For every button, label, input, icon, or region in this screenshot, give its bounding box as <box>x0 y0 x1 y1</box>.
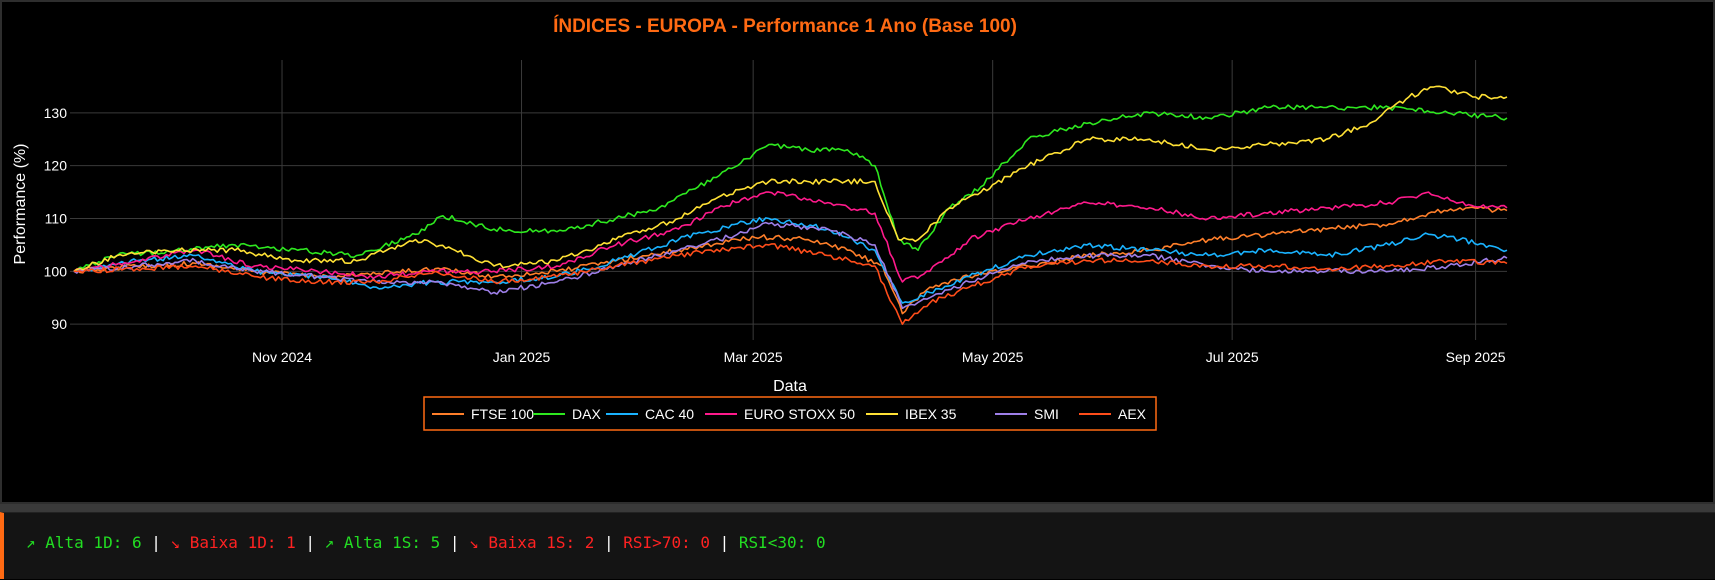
x-tick-label: Jan 2025 <box>493 349 551 365</box>
y-axis-ticks: 90 100 110 120 130 <box>44 105 68 332</box>
x-tick-label: Jul 2025 <box>1206 349 1259 365</box>
panel-divider <box>0 504 1715 512</box>
series-line-aex <box>73 243 1508 325</box>
rsi-above-70-stat: RSI>70: 0 <box>623 533 710 552</box>
y-tick-label: 120 <box>44 158 68 174</box>
series-line-cac-40 <box>73 216 1508 304</box>
stat-separator: | <box>440 533 470 552</box>
alta-1s-stat: ↗ Alta 1S: 5 <box>324 533 441 552</box>
series-line-smi <box>73 221 1508 310</box>
x-axis-ticks: Nov 2024 Jan 2025 Mar 2025 May 2025 Jul 2025… <box>252 349 1506 365</box>
legend-item-label[interactable]: EURO STOXX 50 <box>744 406 855 422</box>
y-axis-label: Performance (%) <box>12 144 29 265</box>
series-line-ibex-35 <box>73 85 1508 272</box>
series-line-dax <box>73 104 1508 272</box>
x-tick-label: Sep 2025 <box>1446 349 1506 365</box>
stat-separator: | <box>141 533 171 552</box>
legend-item-label[interactable]: CAC 40 <box>645 406 694 422</box>
y-tick-label: 90 <box>51 316 67 332</box>
stat-separator: | <box>295 533 325 552</box>
legend: FTSE 100 DAX CAC 40 EURO STOXX 50 IBEX 35 SMI… <box>432 406 1147 422</box>
grid <box>70 60 1507 340</box>
stat-separator: | <box>594 533 624 552</box>
legend-item-label[interactable]: FTSE 100 <box>471 406 534 422</box>
stats-bar: ↗ Alta 1D: 6 | ↘ Baixa 1D: 1 | ↗ Alta 1S… <box>0 512 1715 579</box>
series-line-ftse-100 <box>73 206 1508 315</box>
x-axis-label: Data <box>773 378 807 395</box>
x-tick-label: May 2025 <box>962 349 1024 365</box>
y-tick-label: 130 <box>44 105 68 121</box>
stats-text: ↗ Alta 1D: 6 | ↘ Baixa 1D: 1 | ↗ Alta 1S… <box>26 533 826 552</box>
series-lines <box>73 85 1508 325</box>
baixa-1d-stat: ↘ Baixa 1D: 1 <box>170 533 296 552</box>
series-line-euro-stoxx-50 <box>73 190 1508 283</box>
x-tick-label: Nov 2024 <box>252 349 312 365</box>
chart-title: ÍNDICES - EUROPA - Performance 1 Ano (Ba… <box>553 15 1017 37</box>
rsi-below-30-stat: RSI<30: 0 <box>738 533 826 552</box>
legend-item-label[interactable]: DAX <box>572 406 601 422</box>
baixa-1s-stat: ↘ Baixa 1S: 2 <box>469 533 595 552</box>
performance-chart: ÍNDICES - EUROPA - Performance 1 Ano (Ba… <box>12 15 1508 431</box>
legend-item-label[interactable]: AEX <box>1118 406 1147 422</box>
y-tick-label: 100 <box>44 263 68 279</box>
y-tick-label: 110 <box>45 210 68 226</box>
chart-panel: ÍNDICES - EUROPA - Performance 1 Ano (Ba… <box>0 0 1715 504</box>
stat-separator: | <box>709 533 739 552</box>
legend-item-label[interactable]: SMI <box>1034 406 1059 422</box>
alta-1d-stat: ↗ Alta 1D: 6 <box>26 533 142 552</box>
legend-item-label[interactable]: IBEX 35 <box>905 406 957 422</box>
x-tick-label: Mar 2025 <box>724 349 783 365</box>
